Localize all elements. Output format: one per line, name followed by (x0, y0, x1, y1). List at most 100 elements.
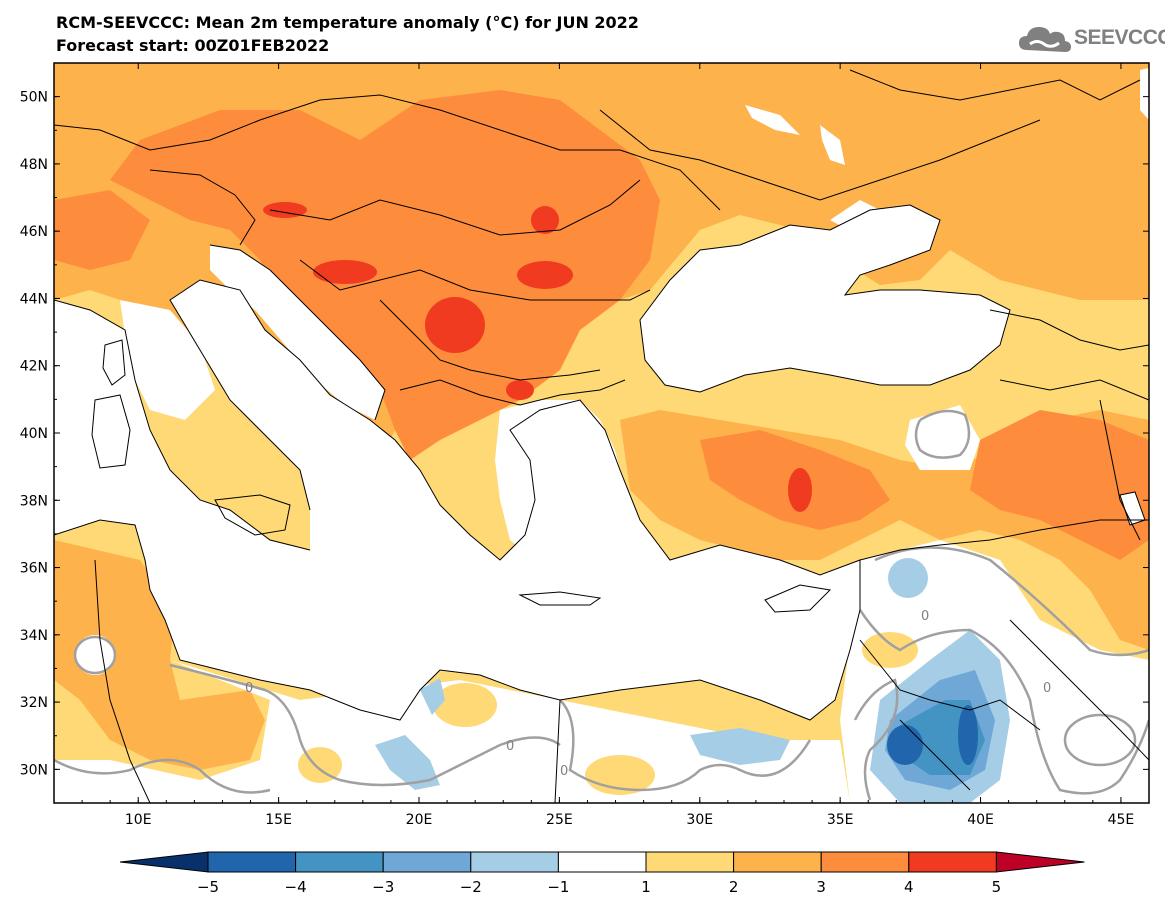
border-russia (849, 69, 1141, 101)
contour-sinai (853, 678, 899, 801)
lon-tick-label: 25E (546, 812, 573, 828)
border-italy (149, 169, 256, 246)
lat-tick-label: 44N (20, 291, 48, 307)
lon-tick-label: 30E (686, 812, 713, 828)
anomaly-field-3-4-balkans (110, 90, 660, 460)
anomaly-field-cold-syria (888, 558, 928, 598)
contour-jordan (858, 609, 1149, 795)
colorbar-label: −5 (197, 878, 219, 896)
anomaly-field-4-5-serbia (425, 297, 485, 353)
mediterranean-sea (54, 280, 860, 720)
colorbar-swatch (557, 851, 647, 873)
contour-label: 0 (506, 739, 514, 754)
contour-egypt (559, 699, 812, 792)
colorbar: −5 −4 −3 −2 −1 1 2 3 4 5 (119, 851, 1085, 896)
coastline-crete (518, 591, 602, 606)
colorbar-label: 5 (992, 878, 1002, 896)
lat-tick-label: 32N (20, 695, 48, 711)
colorbar-label: −4 (285, 878, 307, 896)
coastline-mediterranean (54, 279, 861, 721)
anomaly-field-4-5-alps (263, 202, 307, 218)
border-iran (1099, 399, 1141, 541)
coastline-corsica (102, 339, 126, 386)
logo-text: SEEVCCC (1074, 26, 1165, 49)
aegean-sea (495, 400, 660, 570)
border-jordan (859, 639, 1041, 731)
colorbar-swatch (645, 851, 735, 873)
colorbar-swatch (382, 851, 472, 873)
contour-label: 0 (245, 681, 253, 696)
lat-tick-label: 36N (20, 561, 48, 577)
longitude-ticks: 10E 15E 20E 25E 30E 35E 40E 45E (81, 63, 1150, 828)
anomaly-field-cold-egypt-coast (690, 728, 790, 765)
lon-tick-label: 40E (967, 812, 994, 828)
anomaly-field-1-2-libya (433, 683, 497, 727)
anomaly-field-4-5-romania (517, 261, 573, 289)
contour-label: 0 (921, 609, 929, 624)
border-egypt-libya (554, 699, 561, 803)
lat-tick-label: 42N (20, 359, 48, 375)
tyrrhenian-sea-north (120, 300, 215, 420)
anomaly-field-2-3-east (950, 220, 1149, 300)
colorbar-swatch (470, 851, 559, 873)
border-libya-tunisia (94, 559, 151, 803)
border-danube (269, 179, 641, 236)
colorbar-swatch (733, 851, 822, 873)
lat-tick-label: 48N (20, 157, 48, 173)
lon-tick-label: 15E (265, 812, 292, 828)
coastline-adriatic (209, 244, 386, 421)
lat-tick-label: 30N (20, 762, 48, 778)
border-turkey-syria (859, 519, 1149, 561)
latitude-ticks: 50N 48N 46N 44N 42N 40N 38N 36N 34N 32N 30N (20, 62, 1149, 778)
contour-tunisia (73, 635, 117, 675)
colorbar-label: 1 (641, 878, 651, 896)
anomaly-field-3-4-caucasus (970, 410, 1149, 560)
map-title: RCM-SEEVCCC: Mean 2m temperature anomaly… (56, 13, 639, 32)
forecast-start-label: Forecast start: 00Z01FEB2022 (56, 36, 330, 55)
zero-contours (54, 409, 1149, 801)
border-ukraine (599, 109, 1041, 201)
border-caucasus (989, 309, 1149, 351)
lon-tick-label: 10E (125, 812, 152, 828)
border-balkans-2 (379, 299, 601, 381)
colorbar-label: −3 (372, 878, 394, 896)
colorbar-swatch (820, 851, 910, 873)
anomaly-field-cold-cyrenaica (420, 678, 445, 715)
border-central-europe (54, 94, 721, 211)
colorbar-label: 3 (816, 878, 826, 896)
colorbar-label: −2 (460, 878, 482, 896)
black-sea (640, 205, 1010, 392)
colorbar-swatch (908, 851, 997, 873)
border-caucasus-2 (999, 379, 1149, 401)
adriatic-sea (210, 245, 385, 420)
lat-tick-label: 34N (20, 628, 48, 644)
anomaly-field-1-2-lebanon (862, 632, 918, 668)
coastline-black-sea (639, 204, 1011, 393)
colorbar-swatch (207, 851, 297, 873)
anomaly-field-near-zero-tunisia (75, 635, 115, 675)
lon-tick-label: 35E (827, 812, 854, 828)
lake-region-north (745, 105, 800, 135)
lake-region-east (820, 125, 845, 165)
anomaly-field-2-3-north-africa (54, 540, 265, 770)
anomaly-field-cold-jordan-4 (887, 725, 923, 765)
map-fill (54, 63, 1149, 803)
lon-tick-label: 45E (1108, 812, 1135, 828)
lat-tick-label: 46N (20, 224, 48, 240)
contour-labels: 0 0 0 0 0 (245, 609, 1051, 779)
sea-of-azov (830, 200, 880, 228)
colorbar-swatch (295, 851, 384, 873)
coastline-sardinia (91, 394, 131, 469)
anomaly-field-4-5-carpathia (531, 206, 559, 234)
coastlines-and-borders (54, 69, 1149, 803)
contour-africa-west (54, 758, 271, 794)
caspian-edge (1140, 68, 1149, 120)
colorbar-label: 4 (904, 878, 914, 896)
lat-tick-label: 50N (20, 90, 48, 106)
colorbar-arrow-high (995, 851, 1085, 873)
contour-label: 0 (560, 764, 568, 779)
cloud-icon (1019, 27, 1071, 52)
anomaly-field-4-5-croatia (313, 260, 377, 284)
contour-jordan-inner (1063, 713, 1137, 767)
colorbar-arrow-low (119, 851, 209, 873)
